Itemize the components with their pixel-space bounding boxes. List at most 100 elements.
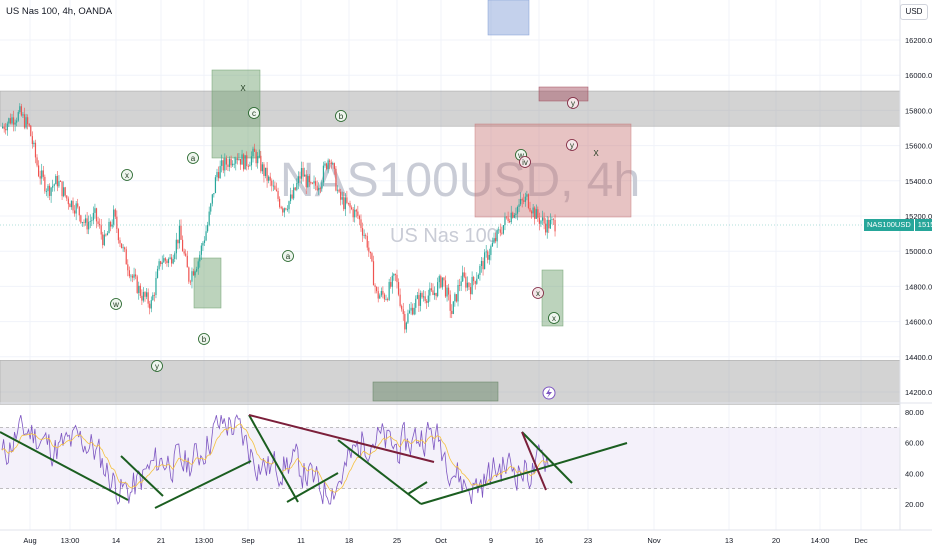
wave-label-x: x (125, 171, 129, 180)
candle-body (92, 212, 94, 221)
wave-label-y: y (571, 99, 575, 108)
wave-label-b: b (202, 335, 207, 344)
candle-body (153, 294, 156, 296)
candle-body (435, 292, 437, 297)
candle-body (422, 296, 425, 298)
candle-body (513, 215, 515, 218)
candle-body (221, 160, 223, 166)
candle-body (45, 191, 48, 192)
candle-body (250, 156, 253, 166)
lightning-icon[interactable] (542, 386, 556, 400)
rsi-trendline-5 (248, 414, 435, 463)
rsi-trendline-4 (286, 472, 339, 503)
candle-body (77, 203, 79, 207)
candle-body (469, 287, 472, 295)
candle-body (225, 158, 227, 165)
candle-body (119, 240, 121, 244)
candle-body (385, 299, 387, 300)
wave-label-circle-6 (248, 107, 260, 119)
candle-body (28, 124, 30, 126)
currency-button[interactable]: USD (900, 4, 928, 20)
wave-label-circle-3 (151, 360, 163, 372)
candle-body (509, 221, 511, 223)
candle-body (274, 185, 276, 190)
wave-label-iv: iv (522, 158, 528, 167)
candle-body (236, 158, 238, 160)
candle-body (260, 155, 262, 172)
time-axis[interactable]: Aug 13:00 14 21 13:00 Sep 11 18 25 Oct 9 16 23 Nov 13 2… (23, 536, 868, 545)
rsi-axis[interactable]: 80.00 60.00 40.00 20.00 (905, 408, 924, 509)
candle-body (205, 231, 207, 241)
candle-body (458, 285, 461, 286)
candle-body (78, 206, 80, 216)
candles (2, 103, 556, 334)
candle-body (491, 242, 494, 247)
candle-body (341, 197, 343, 200)
candle-body (243, 154, 245, 170)
wave-label-circle-10 (519, 156, 531, 168)
candle-body (437, 282, 439, 297)
candle-body (360, 219, 362, 229)
candle-body (415, 298, 417, 308)
candle-body (279, 198, 281, 207)
time-tick-0: Aug (23, 536, 36, 545)
candle-body (122, 247, 124, 249)
time-tick-16: 14:00 (811, 536, 830, 545)
candle-body (460, 281, 462, 286)
candle-body (233, 163, 235, 165)
candle-body (39, 176, 41, 179)
candle-body (142, 292, 145, 301)
candle-body (48, 185, 51, 196)
candle-body (372, 261, 375, 286)
candle-body (269, 176, 271, 181)
candle-body (181, 239, 184, 252)
last-price-value: 15156.2 (914, 219, 932, 231)
candle-body (192, 271, 195, 276)
candle-body (197, 261, 199, 270)
time-tick-3: 21 (157, 536, 165, 545)
candle-body (106, 233, 109, 236)
candle-body (261, 164, 263, 172)
rsi-tick-2: 40.00 (905, 469, 924, 478)
candle-body (363, 235, 365, 236)
candle-body (42, 170, 44, 177)
candle-body (171, 257, 173, 264)
candle-body (149, 303, 151, 309)
candle-body (6, 123, 8, 131)
resistance-zone (0, 90, 901, 127)
candle-body (443, 277, 445, 281)
candle-body (117, 229, 120, 241)
candle-body (493, 238, 495, 243)
price-tick-2: 15800.0 (905, 106, 932, 115)
candle-body (480, 260, 483, 266)
candle-body (72, 200, 74, 211)
candle-body (113, 209, 115, 225)
candle-body (408, 310, 411, 314)
candle-body (347, 202, 350, 204)
candle-body (546, 219, 548, 233)
price-tick-3: 15600.0 (905, 142, 932, 151)
candle-body (466, 282, 469, 288)
time-tick-5: Sep (241, 536, 254, 545)
candle-body (505, 216, 508, 218)
candle-body (479, 265, 481, 275)
wave-label-x: x (536, 289, 540, 298)
candle-body (496, 230, 498, 242)
candle-body (346, 197, 348, 203)
candle-body (307, 176, 309, 188)
price-axis[interactable]: 16200.0 16000.0 15800.0 15600.0 15400.0 15200… (905, 36, 932, 397)
candle-body (311, 182, 314, 184)
candle-body (111, 224, 113, 227)
candle-body (313, 181, 315, 184)
candle-body (183, 251, 185, 254)
candle-body (471, 277, 473, 295)
candle-body (448, 287, 450, 295)
candle-body (105, 234, 107, 236)
candle-body (217, 172, 220, 179)
candle-body (484, 252, 486, 270)
time-tick-7: 18 (345, 536, 353, 545)
candle-body (405, 322, 407, 330)
rsi-trendline-9 (521, 431, 547, 491)
candle-body (264, 167, 267, 176)
